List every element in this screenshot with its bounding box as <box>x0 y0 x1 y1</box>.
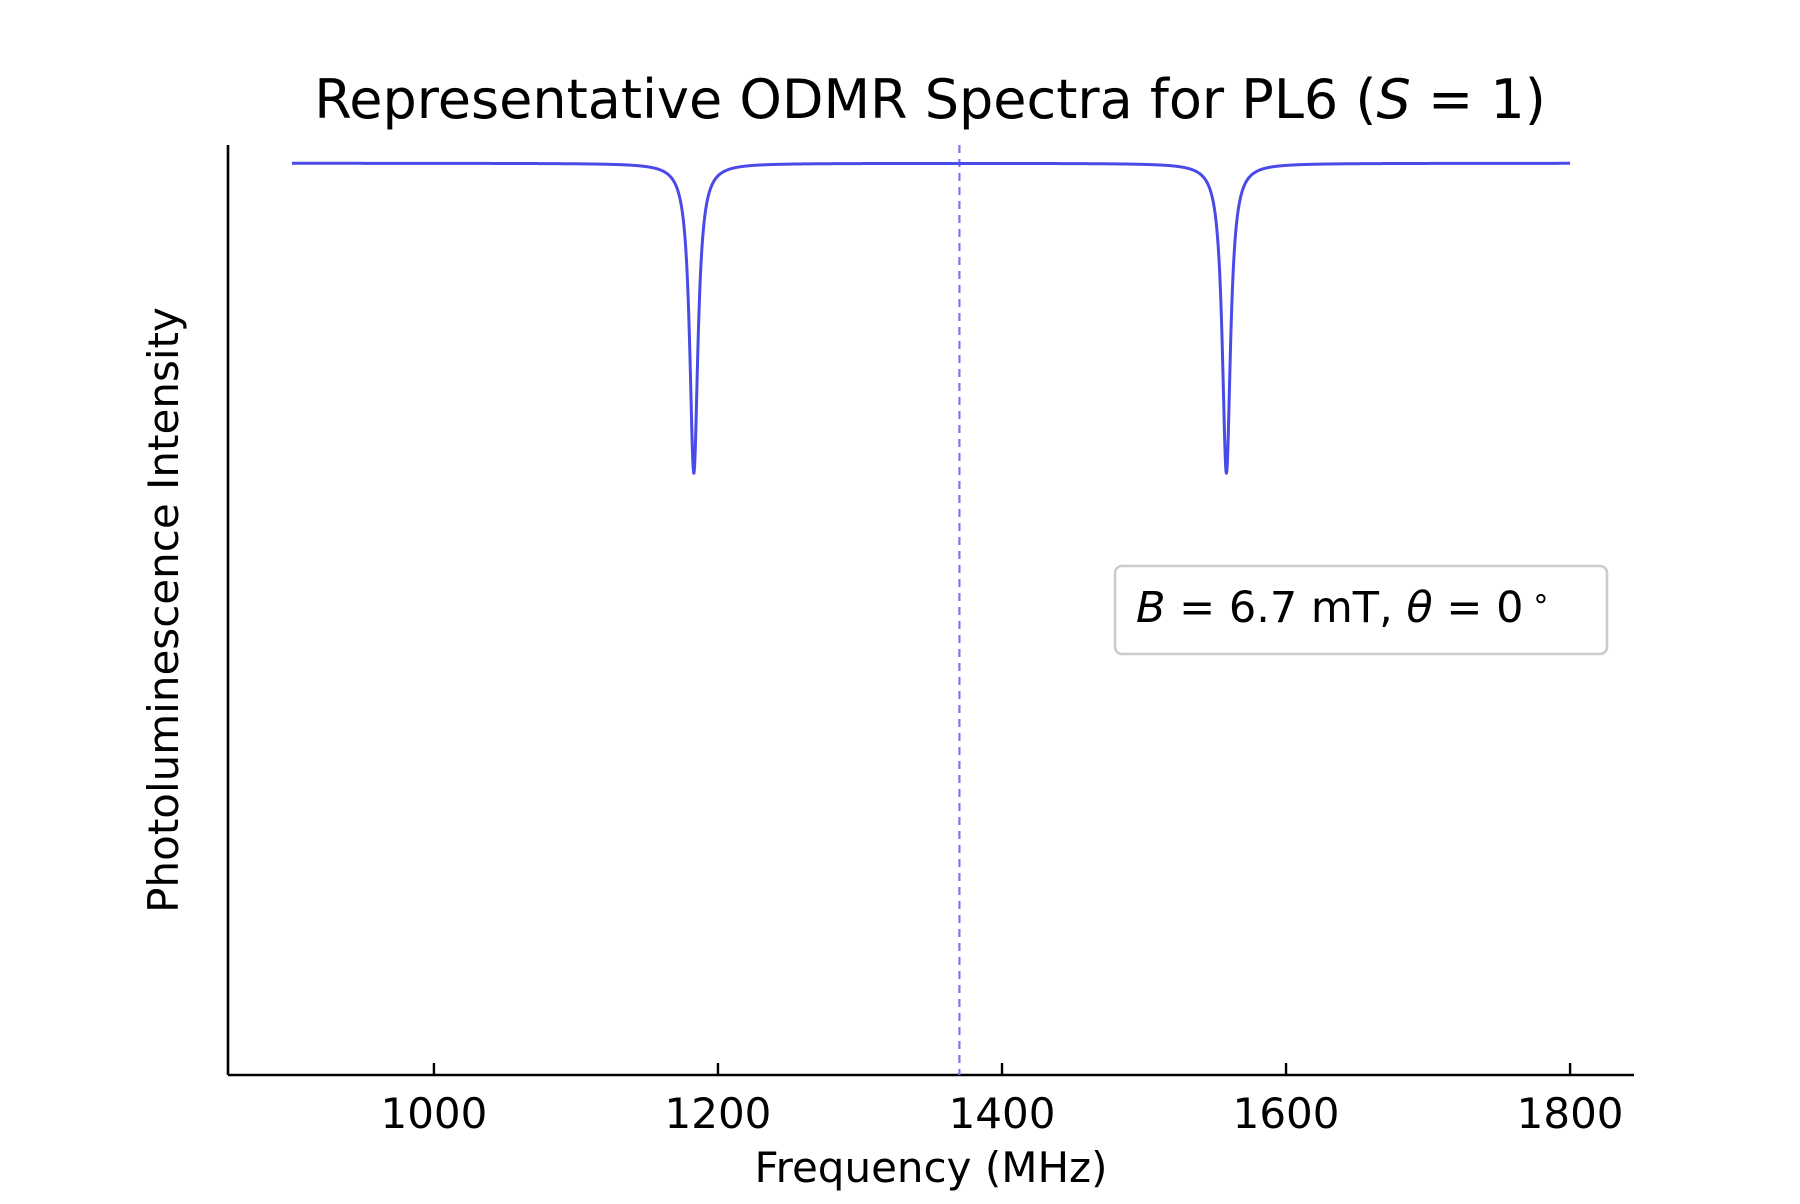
chart-title-prefix: Representative ODMR Spectra for PL6 ( <box>314 68 1376 131</box>
x-axis-label: Frequency (MHz) <box>755 1143 1108 1192</box>
annotation-text: B = 6.7 mT, θ = 0 ∘ <box>1136 581 1550 633</box>
chart-title: Representative ODMR Spectra for PL6 (S =… <box>314 68 1546 131</box>
x-tick-label: 1000 <box>380 1089 487 1138</box>
chart-title-math-rest: = 1 <box>1411 68 1525 131</box>
annotation-degree: ∘ <box>1531 581 1550 616</box>
x-ticks: 1000 1200 1400 1600 1800 <box>380 1063 1624 1138</box>
chart-title-math-var: S <box>1377 68 1411 131</box>
field-annotation: B = 6.7 mT, θ = 0 ∘ <box>1113 564 1609 656</box>
x-tick-label: 1400 <box>949 1089 1056 1138</box>
y-axis-label: Photoluminescence Intensity <box>139 307 188 913</box>
chart-title-suffix: ) <box>1525 68 1546 131</box>
annotation-theta-var: θ <box>1406 583 1432 633</box>
annotation-b-value: = 6.7 mT, <box>1166 583 1407 633</box>
annotation-b-var: B <box>1136 583 1166 633</box>
odmr-spectrum-line <box>290 161 1572 475</box>
x-tick-label: 1600 <box>1233 1089 1340 1138</box>
x-tick-label: 1800 <box>1517 1089 1624 1138</box>
annotation-theta-value: = 0 <box>1433 583 1524 633</box>
x-tick-label: 1200 <box>665 1089 772 1138</box>
annotation-box <box>1113 564 1609 656</box>
